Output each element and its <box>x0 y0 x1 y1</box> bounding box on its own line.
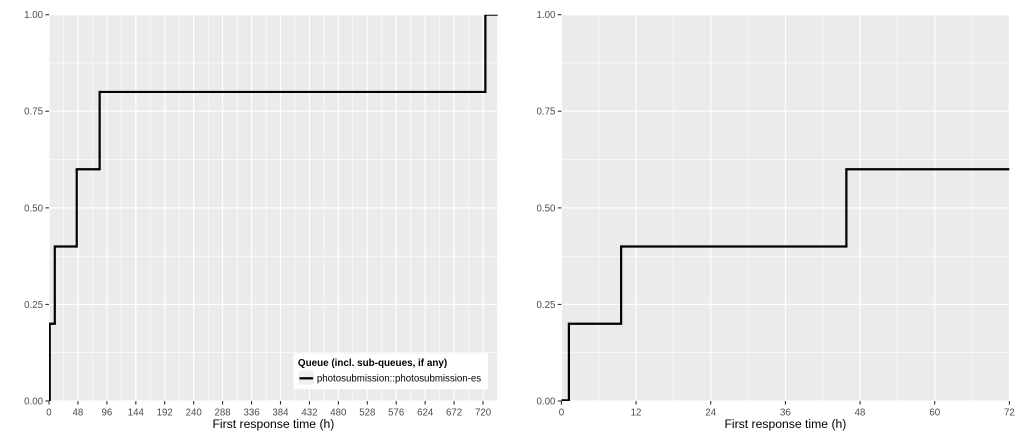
svg-text:288: 288 <box>215 408 231 419</box>
svg-text:48: 48 <box>855 408 866 419</box>
svg-text:First response time (h): First response time (h) <box>724 417 846 431</box>
svg-text:0.00: 0.00 <box>24 396 43 407</box>
svg-text:384: 384 <box>272 408 289 419</box>
svg-text:720: 720 <box>475 408 492 419</box>
svg-text:0.50: 0.50 <box>537 203 556 214</box>
svg-text:96: 96 <box>101 408 112 419</box>
svg-text:0.75: 0.75 <box>24 107 43 118</box>
svg-text:528: 528 <box>359 408 375 419</box>
svg-text:48: 48 <box>73 408 84 419</box>
svg-text:0.50: 0.50 <box>24 203 43 214</box>
svg-text:60: 60 <box>929 408 940 419</box>
svg-text:0: 0 <box>559 408 565 419</box>
svg-text:0.25: 0.25 <box>24 300 43 311</box>
svg-text:240: 240 <box>186 408 203 419</box>
svg-text:36: 36 <box>780 408 791 419</box>
svg-text:1.00: 1.00 <box>537 10 556 21</box>
svg-text:0.75: 0.75 <box>537 107 556 118</box>
svg-text:First response time (h): First response time (h) <box>212 417 334 431</box>
svg-text:photosubmission::photosubmissi: photosubmission::photosubmission-es <box>317 374 481 385</box>
svg-text:0.00: 0.00 <box>537 396 556 407</box>
svg-text:480: 480 <box>330 408 347 419</box>
svg-text:12: 12 <box>631 408 642 419</box>
svg-text:624: 624 <box>417 408 434 419</box>
svg-text:336: 336 <box>243 408 259 419</box>
svg-text:1.00: 1.00 <box>24 10 43 21</box>
svg-text:432: 432 <box>301 408 317 419</box>
svg-text:0: 0 <box>46 408 52 419</box>
svg-text:144: 144 <box>128 408 145 419</box>
svg-text:0.25: 0.25 <box>537 300 556 311</box>
svg-text:192: 192 <box>157 408 173 419</box>
svg-text:576: 576 <box>388 408 404 419</box>
svg-text:Queue (incl. sub-queues, if an: Queue (incl. sub-queues, if any) <box>298 358 447 369</box>
svg-text:672: 672 <box>446 408 462 419</box>
svg-text:24: 24 <box>705 408 716 419</box>
svg-text:72: 72 <box>1004 408 1015 419</box>
